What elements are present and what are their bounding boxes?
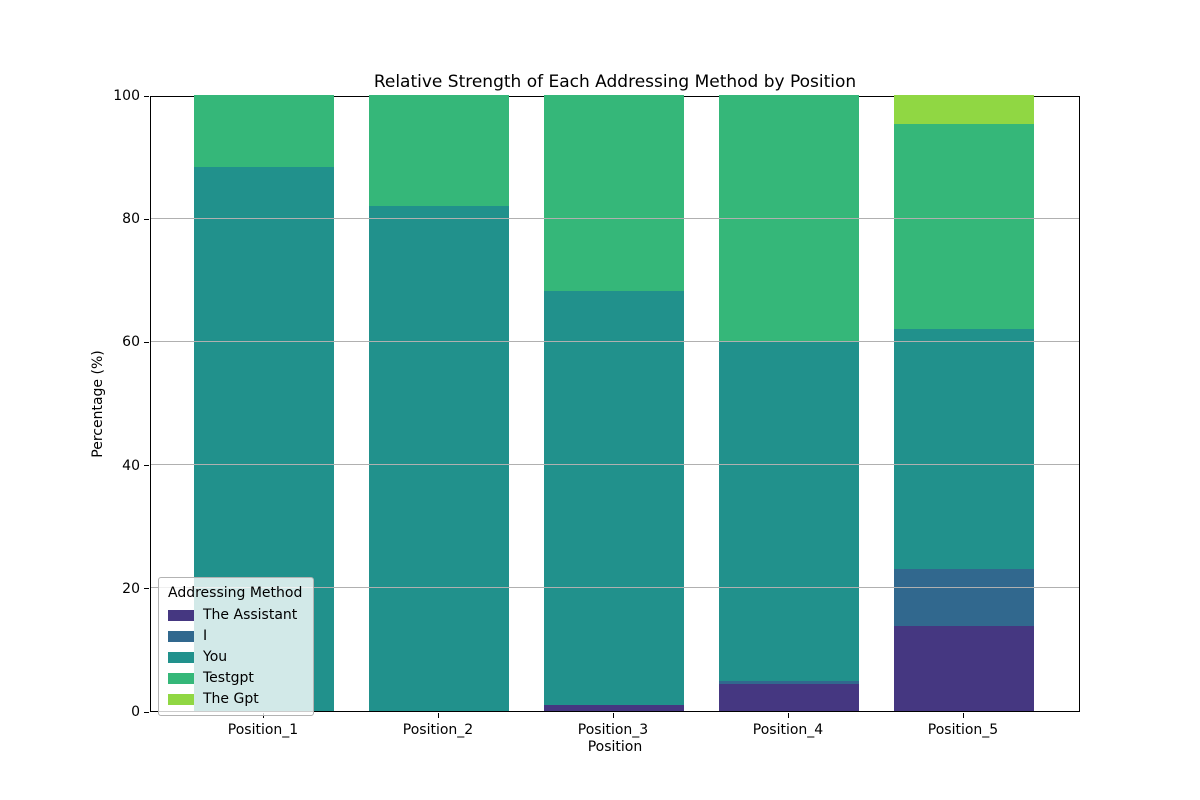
y-tick-label: 0 [131, 704, 140, 720]
bar-segment [544, 290, 684, 705]
legend-item-label: The Gpt [203, 691, 259, 707]
legend-swatch [168, 652, 194, 663]
legend-item-label: You [203, 649, 228, 665]
y-tick-label: 80 [122, 211, 140, 228]
bar-segment [369, 95, 509, 206]
gridline [151, 217, 1079, 219]
legend-item-label: The Assistant [203, 607, 298, 623]
x-tick-label: Position_3 [577, 722, 649, 738]
y-tick-label: 40 [122, 457, 140, 474]
bar-segment [894, 95, 1034, 124]
legend-swatch [168, 694, 194, 705]
y-tick-mark [144, 588, 149, 590]
y-tick-mark [144, 465, 149, 467]
bar-segment [719, 680, 859, 684]
legend: Addressing Method The Assistant I You Testg… [158, 577, 315, 716]
y-tick-label: 20 [122, 580, 140, 597]
y-tick-mark [144, 341, 149, 343]
x-tick-label: Position_4 [752, 722, 824, 738]
bar-position_3 [544, 95, 684, 711]
bar-position_5 [894, 95, 1034, 711]
x-axis-label: Position [587, 739, 643, 755]
y-axis-label: Percentage (%) [90, 350, 106, 458]
x-tick-label: Position_2 [402, 722, 474, 738]
bar-segment [894, 568, 1034, 626]
legend-item: Testgpt [168, 671, 302, 686]
bar-segment [194, 95, 334, 168]
y-tick-mark [144, 218, 149, 220]
legend-title: Addressing Method [168, 585, 303, 601]
legend-items: The Assistant I You Testgpt The Gpt [168, 608, 302, 707]
y-tick-label: 100 [113, 88, 140, 104]
x-tick-label: Position_1 [227, 722, 299, 738]
x-tick-mark [438, 713, 439, 718]
legend-item: You [168, 650, 302, 665]
legend-item-label: I [203, 628, 208, 644]
legend-item: The Gpt [168, 692, 302, 707]
bar-position_2 [369, 95, 509, 711]
bar-segment [544, 704, 684, 711]
legend-swatch [168, 610, 194, 621]
legend-swatch [168, 631, 194, 642]
bar-segment [719, 683, 859, 711]
bar-segment [719, 341, 859, 681]
gridline [151, 340, 1079, 342]
y-tick-mark [144, 711, 149, 713]
bar-segment [544, 95, 684, 291]
bar-segment [894, 329, 1034, 569]
gridline [151, 464, 1079, 466]
y-tick-mark [144, 95, 149, 97]
bar-position_4 [719, 95, 859, 711]
legend-swatch [168, 673, 194, 684]
bar-segment [894, 626, 1034, 711]
y-tick-label: 60 [122, 334, 140, 351]
gridline [151, 587, 1079, 589]
x-tick-label: Position_5 [927, 722, 999, 738]
x-tick-mark [613, 713, 614, 718]
legend-item: The Assistant [168, 608, 302, 623]
x-tick-mark [963, 713, 964, 718]
bar-segment [369, 205, 509, 711]
bar-segment [894, 123, 1034, 330]
legend-item-label: Testgpt [203, 670, 254, 686]
chart-title: Relative Strength of Each Addressing Met… [373, 72, 857, 92]
x-tick-mark [788, 713, 789, 718]
legend-item: I [168, 629, 302, 644]
